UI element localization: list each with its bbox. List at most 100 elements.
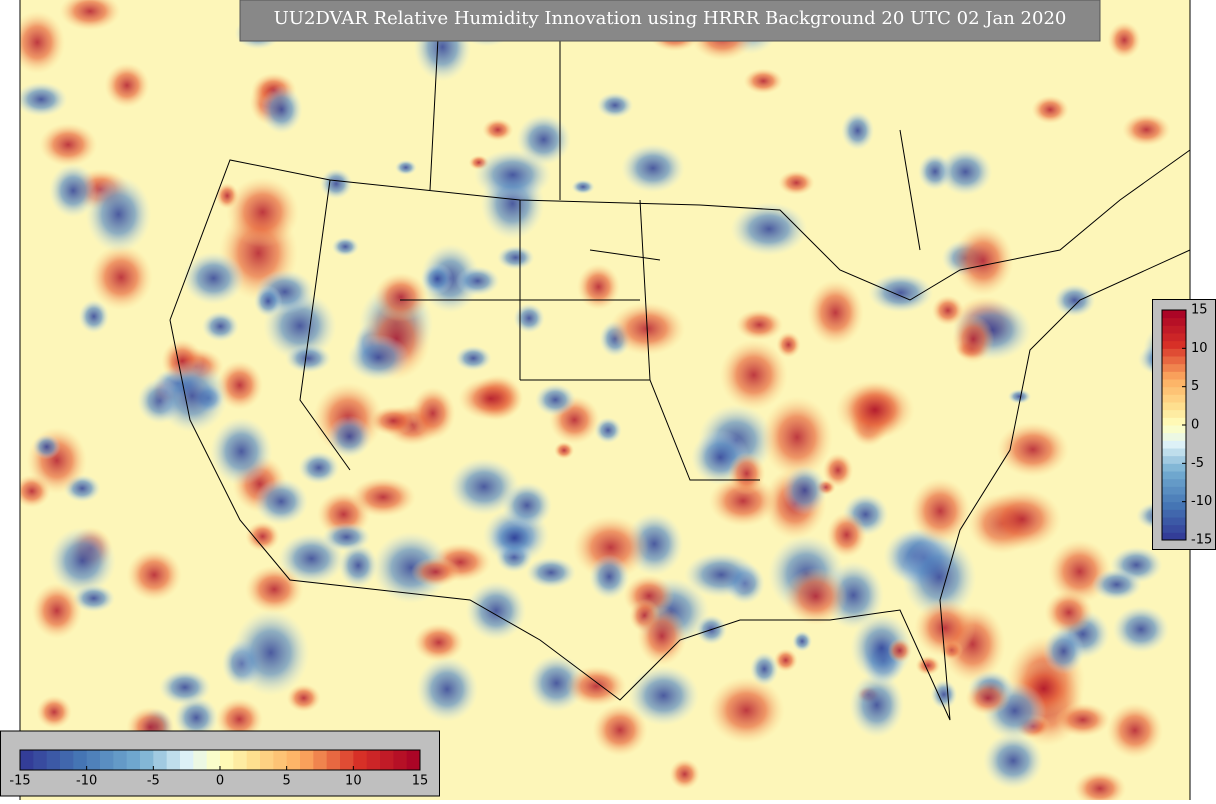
colorbar-segment: [340, 750, 354, 770]
colorbar-segment: [1162, 494, 1186, 503]
humidity-blob: [215, 698, 263, 741]
humidity-blob: [743, 68, 784, 94]
humidity-blob: [965, 681, 1011, 716]
humidity-blob: [1122, 113, 1171, 147]
colorbar-segment: [1162, 363, 1186, 372]
humidity-blob: [26, 426, 88, 495]
colorbar-segment: [73, 750, 88, 770]
colorbar-tick-label: -10: [1191, 494, 1212, 509]
humidity-blob: [773, 648, 798, 672]
colorbar-segment: [380, 750, 394, 770]
colorbar-segment: [1162, 425, 1186, 434]
colorbar-segment: [1162, 517, 1186, 526]
humidity-blob: [455, 266, 500, 296]
colorbar-segment: [1162, 333, 1186, 342]
colorbar-tick-label: 5: [1191, 379, 1199, 394]
colorbar-segment: [1162, 501, 1186, 510]
colorbar-segment: [1162, 325, 1186, 334]
humidity-blob: [594, 417, 622, 444]
colorbar-segment: [393, 750, 408, 770]
humidity-blob: [260, 85, 303, 134]
colorbar-segment: [1162, 394, 1186, 403]
humidity-blob: [849, 672, 905, 738]
colorbar-segment: [1162, 409, 1186, 418]
humidity-blob: [782, 465, 828, 516]
humidity-blob: [253, 285, 283, 317]
humidity-blob: [20, 82, 68, 117]
humidity-blob: [104, 62, 150, 108]
humidity-blob: [792, 630, 813, 652]
colorbar-segment: [60, 750, 74, 770]
boundaries: [169, 0, 1191, 721]
colorbar-segment: [180, 750, 194, 770]
colorbar-segment: [86, 750, 101, 770]
colorbar-segment: [1162, 310, 1186, 319]
humidity-blob: [226, 176, 300, 248]
humidity-field: [20, 0, 1190, 800]
colorbars: -15 -10 -5 0 5 10 15 -15 -10 -5 0 5 10 15: [0, 299, 1216, 797]
humidity-blob: [952, 315, 995, 364]
colorbar-segment: [166, 750, 181, 770]
humidity-blob: [669, 758, 701, 790]
colorbar-segment: [1162, 348, 1186, 357]
humidity-blob: [369, 406, 417, 436]
colorbar-segment: [1162, 340, 1186, 349]
humidity-blob: [914, 598, 976, 658]
colorbar-segment: [1162, 432, 1186, 441]
humidity-blob: [89, 244, 153, 311]
humidity-blob: [298, 451, 340, 485]
humidity-blob: [1044, 590, 1094, 635]
humidity-blob: [636, 606, 687, 666]
colorbar-tick-label: -15: [1191, 533, 1212, 548]
humidity-blob: [182, 251, 245, 305]
humidity-blob: [807, 279, 864, 347]
humidity-blob: [1091, 568, 1142, 601]
humidity-blob: [254, 478, 309, 525]
colorbar-segment: [1162, 524, 1186, 533]
colorbar-tick-label: -15: [9, 774, 30, 789]
colorbar-segment: [406, 750, 421, 770]
colorbar-segment: [1162, 455, 1186, 464]
humidity-blob: [761, 396, 833, 479]
colorbar-segment: [1162, 463, 1186, 472]
colorbar-segment: [33, 750, 48, 770]
colorbar-tick-label: -5: [1191, 456, 1204, 471]
humidity-blob: [982, 488, 1062, 551]
colorbar-segment: [1162, 448, 1186, 457]
humidity-blob: [49, 163, 98, 218]
colorbar-tick-label: 5: [283, 774, 291, 789]
humidity-blob: [589, 554, 630, 600]
humidity-blob: [868, 272, 934, 313]
humidity-blob: [331, 236, 359, 257]
colorbar-segment: [1162, 478, 1186, 487]
humidity-blob: [413, 623, 465, 662]
colorbar-segment: [1162, 509, 1186, 518]
humidity-blob: [158, 669, 211, 706]
humidity-blob: [1073, 770, 1127, 800]
humidity-blob: [244, 565, 304, 614]
humidity-blob: [338, 543, 378, 588]
humidity-blob: [85, 175, 152, 253]
humidity-blob: [59, 0, 121, 31]
colorbar-segment: [1162, 379, 1186, 388]
colorbar-segment: [113, 750, 128, 770]
colorbar-segment: [140, 750, 154, 770]
humidity-blob: [822, 452, 854, 488]
colorbar-tick-label: 0: [1191, 418, 1199, 433]
colorbar-segment: [1162, 356, 1186, 365]
humidity-blob: [1031, 95, 1069, 124]
humidity-blob: [72, 584, 116, 613]
humidity-blob: [621, 143, 685, 193]
humidity-blob: [39, 122, 98, 167]
humidity-blob: [322, 522, 371, 552]
humidity-blob: [909, 478, 971, 545]
colorbar-segment: [366, 750, 381, 770]
humidity-blob: [930, 679, 958, 710]
humidity-blob: [826, 511, 867, 558]
humidity-blob: [1007, 389, 1032, 404]
colorbar-segment: [193, 750, 208, 770]
humidity-blob: [448, 458, 520, 516]
humidity-blob: [410, 556, 461, 587]
humidity-blob: [708, 676, 785, 744]
